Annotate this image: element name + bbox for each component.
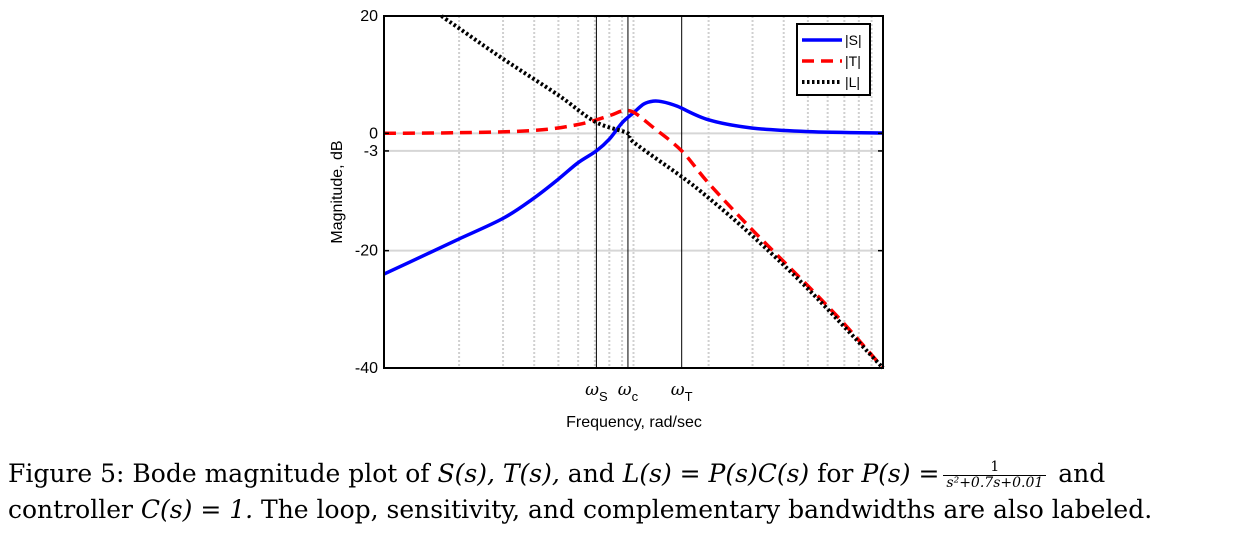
caption-text: and [567, 459, 615, 488]
figure-label: Figure 5: [8, 459, 125, 488]
caption-text: Bode magnitude plot of [132, 459, 430, 488]
caption-text: controller [8, 495, 133, 524]
fraction-numerator: 1 [943, 460, 1047, 476]
plot-frame [383, 15, 884, 369]
figure-caption: Figure 5: Bode magnitude plot of S(s), T… [8, 456, 1228, 528]
series-line-s [383, 99, 884, 276]
bandwidth-marker-label: ωT [671, 380, 693, 404]
chart-series [383, 14, 885, 370]
caption-text: and [1058, 459, 1106, 488]
bandwidth-marker-label: ωS [585, 380, 608, 404]
y-axis-label: Magnitude, dB [329, 140, 346, 243]
y-tick-label: 20 [360, 8, 378, 25]
fraction-denominator: s²+0.7s+0.01 [946, 475, 1044, 491]
y-tick-labels: 20 0-3 -20 -40 [355, 8, 883, 377]
caption-math-p: P(s) = [861, 459, 940, 488]
bandwidth-marker-lines [595, 16, 683, 368]
y-tick-label: -40 [355, 360, 378, 377]
legend-label: |S| [845, 32, 862, 48]
caption-math-t: T(s), [502, 459, 560, 488]
caption-math-l: L(s) = P(s)C(s) [622, 459, 810, 488]
bandwidth-marker-subscript: c [632, 389, 639, 404]
legend-label: |L| [845, 74, 860, 90]
y-tick-label: 0 [369, 125, 378, 142]
legend-label: |T| [845, 53, 861, 69]
bandwidth-marker-subscript: S [599, 389, 608, 404]
x-axis-label: Frequency, rad/sec [566, 414, 702, 431]
caption-text: The loop, sensitivity, and complementary… [261, 495, 1153, 524]
caption-text: for [817, 459, 854, 488]
y-tick-label: -3 [364, 143, 378, 160]
transfer-function-fraction: 1 s²+0.7s+0.01 [943, 460, 1047, 491]
chart-grid [384, 16, 883, 368]
series-line-l [440, 14, 885, 370]
bode-magnitude-chart: 20 0-3 -20 -40 ωS ωc ωT Magnitude, dB Frequen… [329, 8, 885, 431]
bandwidth-marker-subscript: T [685, 389, 693, 404]
caption-math-c: C(s) = 1. [140, 495, 254, 524]
bandwidth-marker-label: ωc [618, 380, 639, 404]
bandwidth-marker-labels: ωS ωc ωT [585, 380, 693, 404]
y-tick-label: -20 [355, 243, 378, 260]
chart-legend: |S| |T| |L| [796, 23, 871, 96]
caption-math-s: S(s), [437, 459, 495, 488]
